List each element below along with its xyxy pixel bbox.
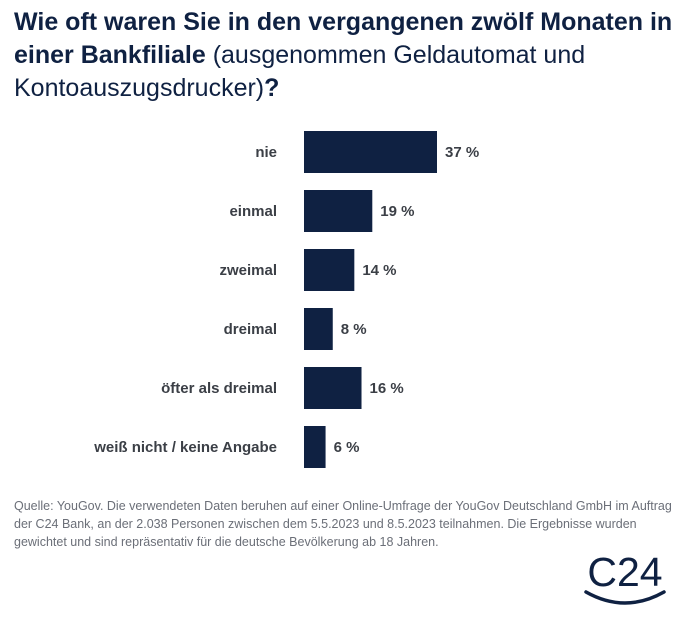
bar xyxy=(304,190,373,232)
value-label: 37 % xyxy=(445,144,479,161)
bar xyxy=(304,249,355,291)
chart-title-normal: (ausgenommen Geldautomat und Kontoauszug… xyxy=(14,41,586,102)
c24-logo-swoosh xyxy=(584,590,666,605)
category-label: weiß nicht / keine Angabe xyxy=(93,439,277,456)
value-label: 8 % xyxy=(341,321,367,338)
bar xyxy=(304,426,326,468)
bar-chart: nie 37 % einmal 19 % zweimal 14 % dreimal 8 % öf… xyxy=(93,131,479,468)
value-label: 14 % xyxy=(362,262,396,279)
chart-title: Wie oft waren Sie in den vergangenen zwö… xyxy=(14,6,686,105)
c24-logo: C24 xyxy=(584,549,666,605)
category-label: nie xyxy=(255,144,277,161)
value-label: 6 % xyxy=(334,439,360,456)
category-label: zweimal xyxy=(219,262,277,279)
c24-logo-text: C24 xyxy=(587,549,662,595)
chart-title-end: ? xyxy=(264,74,280,102)
bar xyxy=(304,131,437,173)
bar xyxy=(304,308,333,350)
category-label: öfter als dreimal xyxy=(161,380,277,397)
value-label: 16 % xyxy=(370,380,404,397)
category-label: dreimal xyxy=(224,321,277,338)
chart-title-bold: Wie oft waren Sie in den vergangenen zwö… xyxy=(14,8,673,69)
value-label: 19 % xyxy=(380,203,414,220)
bar xyxy=(304,367,362,409)
category-label: einmal xyxy=(229,203,277,220)
source-note: Quelle: YouGov. Die verwendeten Daten be… xyxy=(14,499,672,549)
